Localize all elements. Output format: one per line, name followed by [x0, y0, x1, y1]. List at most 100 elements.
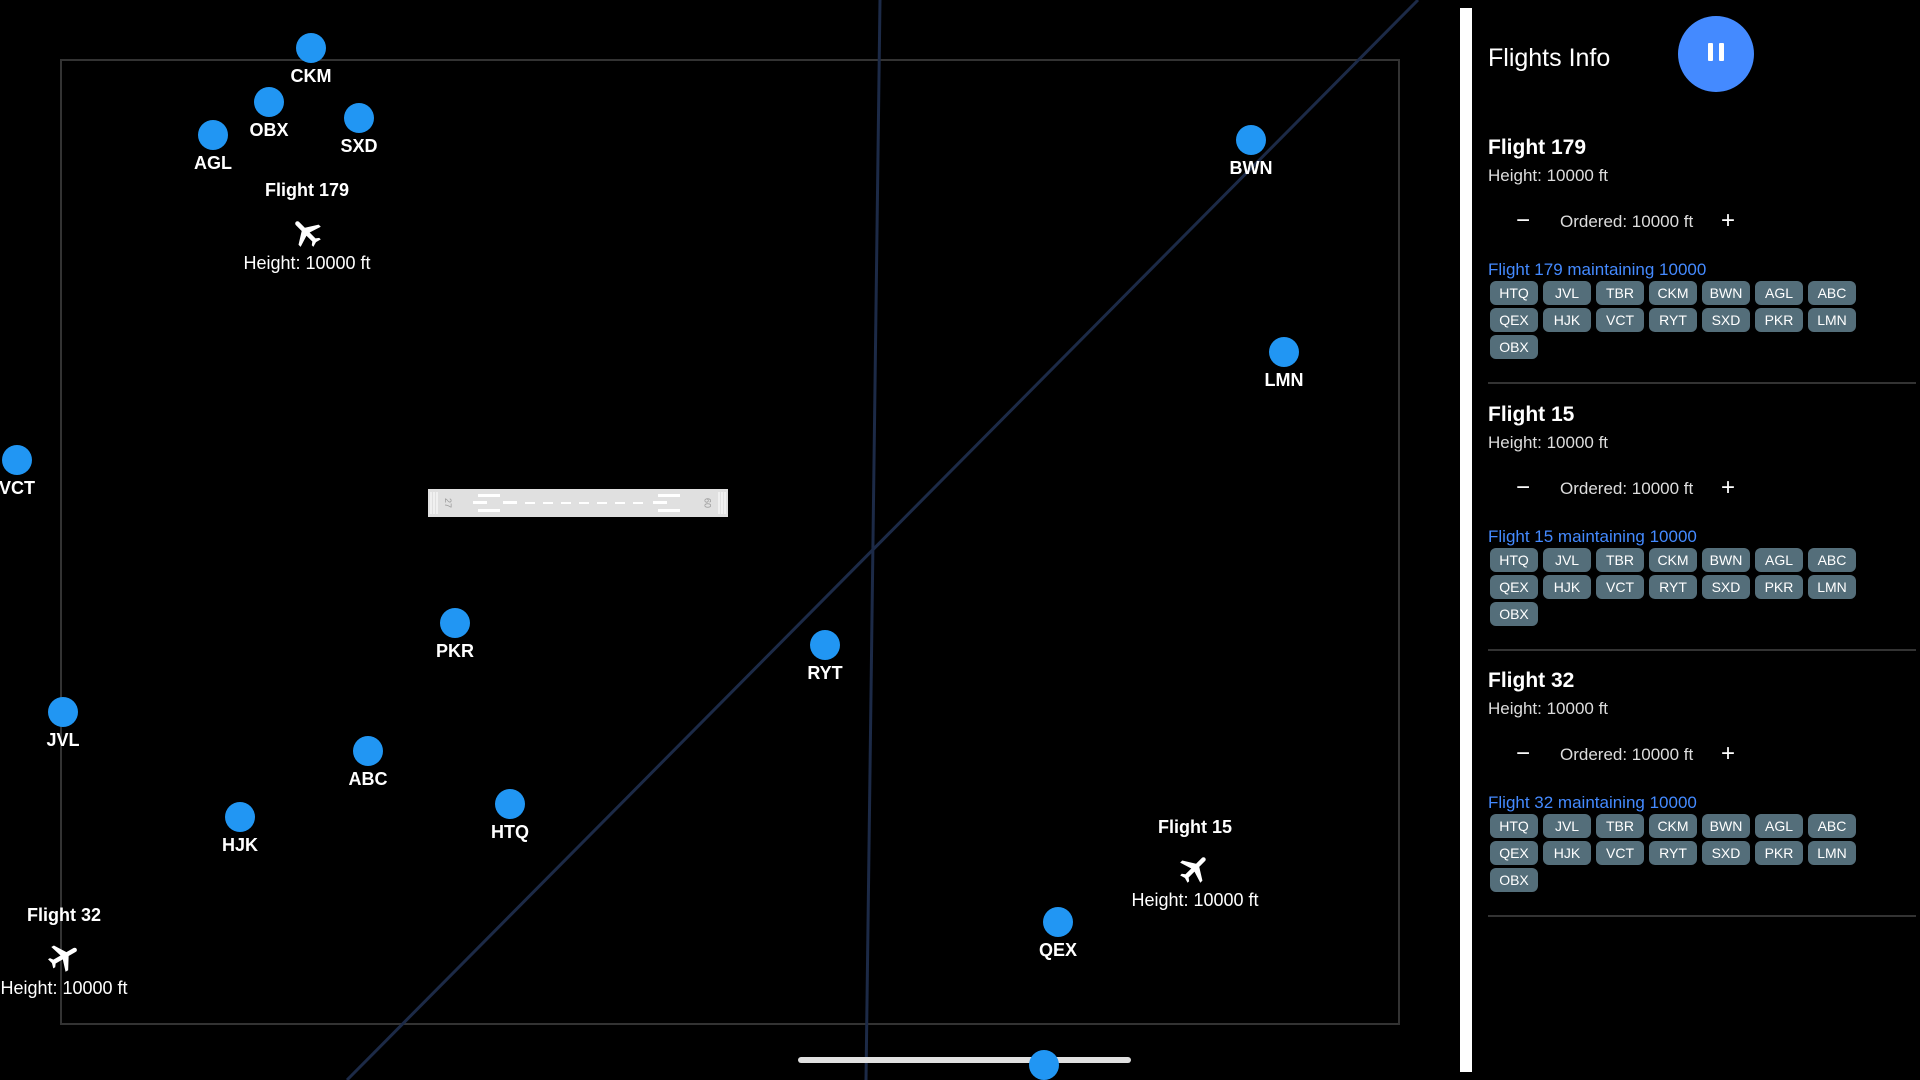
waypoint-dot[interactable] [254, 87, 284, 117]
waypoint-label: RYT [807, 663, 843, 683]
waypoint-dot[interactable] [225, 802, 255, 832]
route-line [345, 0, 1420, 1080]
flight-card-32: Flight 32 Height: 10000 ft − Ordered: 10… [1488, 669, 1916, 935]
destination-chip-obx[interactable]: OBX [1490, 335, 1538, 359]
destination-chip-vct[interactable]: VCT [1596, 575, 1644, 599]
flight-status: Flight 32 maintaining 10000 [1488, 793, 1697, 812]
destination-chip-sxd[interactable]: SXD [1702, 308, 1750, 332]
panel-header: Flights Info [1488, 16, 1754, 92]
destination-chip-hjk[interactable]: HJK [1543, 308, 1591, 332]
panel-title: Flights Info [1488, 44, 1611, 72]
destination-chip-jvl[interactable]: JVL [1543, 814, 1591, 838]
flight-card-height: Height: 10000 ft [1488, 699, 1609, 718]
destination-chip-agl[interactable]: AGL [1755, 548, 1803, 572]
pause-button[interactable] [1678, 16, 1754, 92]
destination-chip-ryt[interactable]: RYT [1649, 308, 1697, 332]
destination-chip-ckm[interactable]: CKM [1649, 281, 1697, 305]
waypoint-dot[interactable] [296, 33, 326, 63]
ordered-altitude: Ordered: 10000 ft [1560, 479, 1694, 498]
destination-chip-tbr[interactable]: TBR [1596, 548, 1644, 572]
destination-chip-hjk[interactable]: HJK [1543, 575, 1591, 599]
destination-chip-lmn[interactable]: LMN [1808, 308, 1856, 332]
destination-chip-pkr[interactable]: PKR [1755, 841, 1803, 865]
waypoint-dot[interactable] [1269, 337, 1299, 367]
waypoint-dot[interactable] [198, 120, 228, 150]
destination-chip-sxd[interactable]: SXD [1702, 575, 1750, 599]
waypoint-label: QEX [1038, 940, 1077, 960]
waypoint-label: HTQ [491, 822, 529, 842]
destination-chip-qex[interactable]: QEX [1490, 575, 1538, 599]
map-overlay [60, 0, 1420, 1080]
destination-chip-agl[interactable]: AGL [1755, 814, 1803, 838]
horizontal-scrollbar[interactable] [798, 1057, 1131, 1063]
destination-chip-pkr[interactable]: PKR [1755, 308, 1803, 332]
destination-chip-jvl[interactable]: JVL [1543, 548, 1591, 572]
waypoint-dot[interactable] [48, 697, 78, 727]
radar-map[interactable]: 27 09 CKM OBX AGL SXD BWN LMN VCT PKR RY… [0, 0, 1460, 1080]
airplane-icon[interactable] [39, 932, 88, 981]
flight-card-height: Height: 10000 ft [1488, 433, 1609, 452]
pause-icon [1705, 42, 1727, 66]
waypoint-label: VCT [0, 478, 35, 498]
destination-chip-qex[interactable]: QEX [1490, 841, 1538, 865]
destination-chips: HTQ JVL TBR CKM BWN AGL ABC QEX HJK VCT … [1490, 814, 1910, 895]
destination-chip-htq[interactable]: HTQ [1490, 548, 1538, 572]
destination-chip-obx[interactable]: OBX [1490, 602, 1538, 626]
destination-chip-abc[interactable]: ABC [1808, 281, 1856, 305]
destination-chip-bwn[interactable]: BWN [1702, 548, 1750, 572]
flight-status: Flight 15 maintaining 10000 [1488, 527, 1697, 546]
waypoint-dot[interactable] [810, 630, 840, 660]
airplane-icon[interactable] [1170, 844, 1221, 895]
waypoint-dot[interactable] [440, 608, 470, 638]
destination-chip-lmn[interactable]: LMN [1808, 841, 1856, 865]
destination-chip-bwn[interactable]: BWN [1702, 814, 1750, 838]
waypoint-dot[interactable] [344, 103, 374, 133]
increase-altitude-button[interactable]: + [1720, 474, 1735, 501]
waypoint-dot[interactable] [353, 736, 383, 766]
decrease-altitude-button[interactable]: − [1515, 474, 1530, 501]
destination-chip-obx[interactable]: OBX [1490, 868, 1538, 892]
destination-chip-agl[interactable]: AGL [1755, 281, 1803, 305]
waypoint-dot[interactable] [495, 789, 525, 819]
destination-chip-tbr[interactable]: TBR [1596, 814, 1644, 838]
destination-chip-tbr[interactable]: TBR [1596, 281, 1644, 305]
destination-chip-qex[interactable]: QEX [1490, 308, 1538, 332]
destination-chip-abc[interactable]: ABC [1808, 814, 1856, 838]
runway-number-right: 09 [703, 498, 713, 508]
decrease-altitude-button[interactable]: − [1515, 740, 1530, 767]
destination-chip-lmn[interactable]: LMN [1808, 575, 1856, 599]
destination-chip-sxd[interactable]: SXD [1702, 841, 1750, 865]
flight-name: Flight 179 [264, 180, 349, 200]
destination-chip-htq[interactable]: HTQ [1490, 814, 1538, 838]
flight-card-height: Height: 10000 ft [1488, 166, 1609, 185]
destination-chip-bwn[interactable]: BWN [1702, 281, 1750, 305]
waypoint-label: LMN [1264, 370, 1304, 390]
destination-chip-pkr[interactable]: PKR [1755, 575, 1803, 599]
destination-chip-hjk[interactable]: HJK [1543, 841, 1591, 865]
waypoint-label: BWN [1229, 158, 1273, 178]
waypoint-dot[interactable] [1236, 125, 1266, 155]
waypoint-dot[interactable] [2, 445, 32, 475]
destination-chip-ckm[interactable]: CKM [1649, 814, 1697, 838]
destination-chip-ryt[interactable]: RYT [1649, 841, 1697, 865]
divider [1488, 915, 1916, 917]
flight-height: Height: 10000 ft [1131, 890, 1259, 910]
increase-altitude-button[interactable]: + [1720, 207, 1735, 234]
destination-chip-ryt[interactable]: RYT [1649, 575, 1697, 599]
scrollbar-handle[interactable] [1029, 1050, 1059, 1080]
waypoint-dot[interactable] [1043, 907, 1073, 937]
destination-chip-vct[interactable]: VCT [1596, 308, 1644, 332]
destination-chip-jvl[interactable]: JVL [1543, 281, 1591, 305]
flight-card-title: Flight 179 [1488, 136, 1587, 159]
destination-chips: HTQ JVL TBR CKM BWN AGL ABC QEX HJK VCT … [1490, 548, 1910, 629]
runway-number-left: 27 [443, 498, 453, 508]
flight-name: Flight 15 [1157, 817, 1232, 837]
destination-chip-ckm[interactable]: CKM [1649, 548, 1697, 572]
increase-altitude-button[interactable]: + [1720, 740, 1735, 767]
destination-chip-vct[interactable]: VCT [1596, 841, 1644, 865]
airplane-icon[interactable] [282, 207, 333, 258]
decrease-altitude-button[interactable]: − [1515, 207, 1530, 234]
destination-chip-htq[interactable]: HTQ [1490, 281, 1538, 305]
waypoint-label: AGL [194, 153, 232, 173]
destination-chip-abc[interactable]: ABC [1808, 548, 1856, 572]
